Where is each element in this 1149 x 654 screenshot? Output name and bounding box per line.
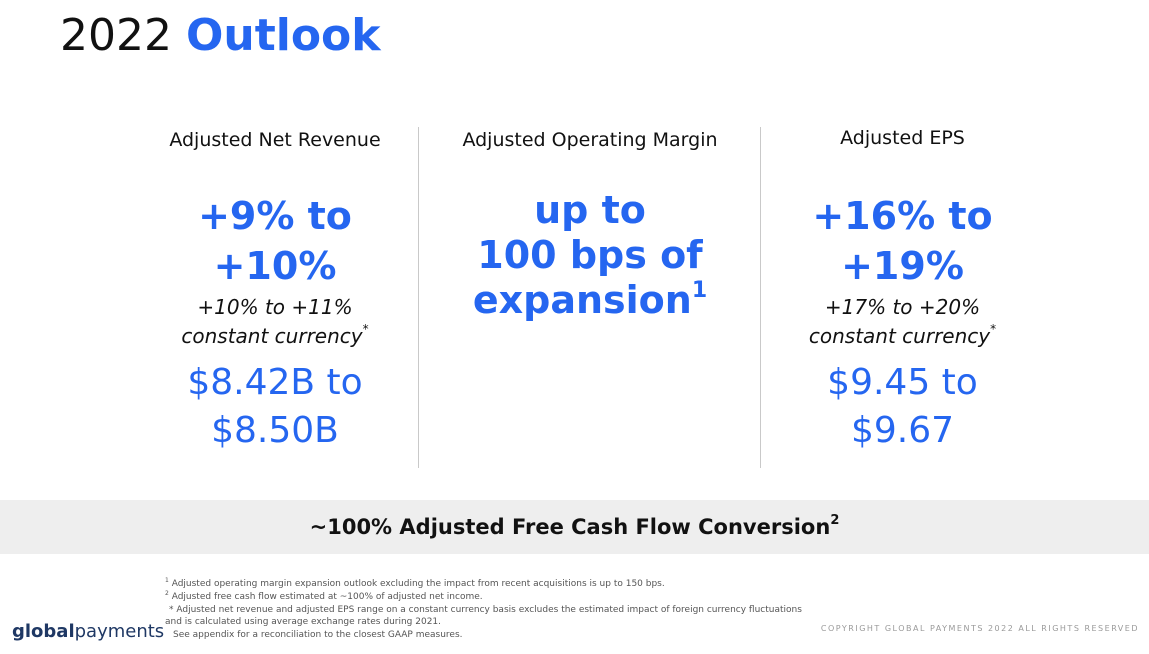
footnote-1: 1 Adjusted operating margin expansion ou… [165, 577, 665, 590]
growth-line-1: +16% to [812, 194, 993, 238]
outlook-column-operating-margin: Adjusted Operating Margin up to 100 bps … [440, 118, 740, 323]
margin-line-2: 100 bps of [477, 233, 703, 277]
global-payments-logo: globalpayments [12, 621, 165, 642]
footnote-3a: * Adjusted net revenue and adjusted EPS … [169, 604, 802, 615]
free-cash-flow-band: ~100% Adjusted Free Cash Flow Conversion… [0, 500, 1149, 554]
dollar-range-line-2: $8.50B [211, 410, 339, 451]
outlook-column-net-revenue: Adjusted Net Revenue +9% to +10% +10% to… [130, 118, 420, 455]
column-heading: Adjusted EPS [840, 127, 965, 149]
footnote-mark: * [362, 322, 369, 337]
constant-currency-label: constant currency* [181, 322, 369, 348]
footnote-2: 2 Adjusted free cash flow estimated at ~… [165, 589, 483, 602]
growth-line-2: +19% [841, 244, 964, 288]
dollar-range-line-2: $9.67 [850, 410, 955, 451]
column-divider [760, 127, 761, 468]
margin-line-1: up to [534, 188, 646, 232]
footnote-mark: 2 [830, 513, 840, 528]
page-title: 2022 Outlook [60, 8, 381, 64]
column-heading: Adjusted Net Revenue [169, 129, 381, 151]
constant-currency-label: constant currency* [808, 322, 997, 348]
column-heading: Adjusted Operating Margin [462, 129, 718, 151]
footnote-mark: * [990, 322, 997, 337]
footnotes: 1 Adjusted operating margin expansion ou… [165, 578, 865, 642]
footnote-4: See appendix for a reconciliation to the… [173, 630, 463, 641]
dollar-range-line-1: $9.45 to [827, 362, 978, 403]
title-year: 2022 [60, 10, 172, 61]
dollar-range-line-1: $8.42B to [187, 362, 363, 403]
margin-line-3: expansion1 [472, 278, 708, 322]
constant-currency-range: +17% to +20% [824, 295, 981, 319]
constant-currency-range: +10% to +11% [197, 295, 353, 319]
column-divider [418, 127, 419, 468]
footnote-mark: 1 [691, 278, 708, 304]
band-text: ~100% Adjusted Free Cash Flow Conversion [309, 515, 831, 539]
growth-line-2: +10% [213, 244, 337, 288]
footnote-3b: and is calculated using average exchange… [165, 617, 442, 628]
title-word: Outlook [185, 10, 381, 61]
copyright-text: COPYRIGHT GLOBAL PAYMENTS 2022 ALL RIGHT… [820, 624, 1139, 633]
outlook-column-eps: Adjusted EPS +16% to +19% +17% to +20% c… [760, 118, 1045, 455]
growth-line-1: +9% to [198, 194, 352, 238]
